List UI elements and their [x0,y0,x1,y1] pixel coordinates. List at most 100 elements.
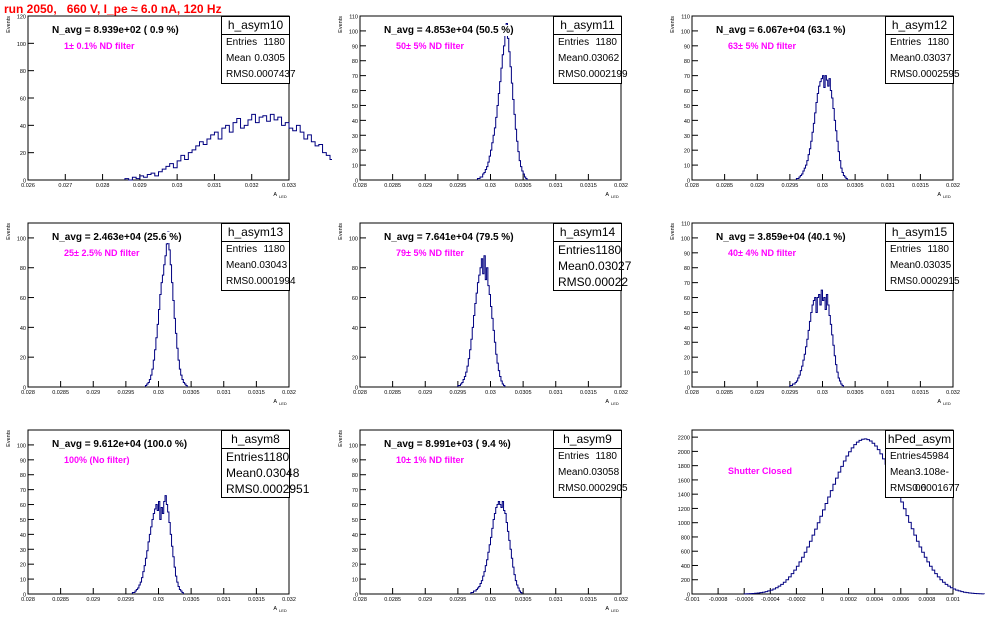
stats-row-entries: Entries 1180 [554,242,621,258]
x-tick-label: 0.0004 [866,597,883,603]
histogram-panel-h_asym14: 0 20 40 60 80 100 0.028 0.0285 0.029 0.0295 0.03 0.… [332,207,664,414]
y-tick-label: 50 [352,518,358,524]
stats-label-mean: Mean [558,259,589,273]
stats-box-title: h_asym13 [222,224,289,242]
stats-label-rms: RMS [558,275,585,289]
y-tick-label: 60 [352,296,358,302]
histogram-series [789,289,844,387]
stats-label-entries: Entries [890,451,922,462]
stats-row-rms: RMS 0.0007437 [222,67,296,83]
stats-value-mean: 3.108e-06 [915,467,949,494]
stats-label-entries: Entries [226,450,264,464]
y-tick-label: 60 [352,503,358,509]
filter-label: 100% (No filter) [64,455,130,465]
x-tick-label: -0.0002 [787,597,806,603]
histogram-panel-h_asym9: 0 10 20 30 40 50 60 70 80 90 100 0.028 0.0285 0.029 0.… [332,414,664,621]
histogram-plot: 0 200 400 600 800 1000 1200 1400 1600 1800 2000 220… [678,429,985,603]
stats-value-rms: 0.0001677 [912,483,960,494]
y-tick-label: 40 [352,326,358,332]
y-tick-label: 200 [681,578,690,584]
stats-label-rms: RMS [890,69,913,80]
stats-box: hPed_asym Entries 45984 Mean 3.108e-06 RMS 0.0… [885,430,960,498]
histogram-panel-h_asym12: 0 10 20 30 40 50 60 70 80 90 100 110 0.028 0.0285 0.02… [664,0,996,207]
stats-row-entries: Entries 1180 [554,35,621,51]
x-tick-label: 0.0305 [515,390,532,396]
x-tick-label: 0.0305 [515,183,532,189]
y-tick-label: 70 [20,488,26,494]
stats-label-mean: Mean [558,467,584,478]
histogram-series [743,438,985,595]
x-tick-label: 0.032 [245,183,259,189]
y-tick-label: 20 [684,356,690,362]
y-tick-label: 60 [20,503,26,509]
y-tick-label: 1400 [678,493,690,499]
histogram-plot: 0 10 20 30 40 50 60 70 80 90 100 0.028 0.0285 0.029 0.… [6,429,296,613]
n-avg-label: N_avg = 9.612e+04 (100.0 %) [52,439,188,450]
x-tick-label: 0.031 [549,390,563,396]
y-tick-label: 90 [684,251,690,257]
stats-row-entries: Entries 1180 [222,35,289,51]
stats-value-rms: 0.0002915 [912,276,960,287]
x-axis-label: A [605,399,609,405]
stats-box-title: h_asym9 [554,431,621,449]
x-tick-label: 0.031 [549,183,563,189]
stats-label-mean: Mean [890,467,916,478]
y-tick-label: 0 [355,386,358,392]
x-tick-label: 0.0006 [892,597,909,603]
stats-row-rms: RMS 0.0002595 [886,67,960,83]
stats-value-rms: 0.0002595 [912,69,960,80]
x-tick-label: 0.0305 [847,183,864,189]
y-tick-label: 10 [352,164,358,170]
x-tick-label: 0.0315 [248,390,265,396]
x-axis-label: A [273,606,277,612]
y-tick-label: 60 [20,97,26,103]
stats-label-mean: Mean [890,260,916,271]
y-tick-label: 100 [681,236,690,242]
filter-label: 40± 4% ND filter [728,248,796,258]
y-axis-label: Events [338,223,344,240]
x-tick-label: 0.031 [549,597,563,603]
stats-box-title: h_asym11 [554,17,621,35]
stats-value-entries: 1180 [595,451,617,462]
y-tick-label: 110 [681,15,690,21]
x-tick-label: 0.029 [418,390,432,396]
y-tick-label: 110 [349,15,358,21]
stats-label-rms: RMS [226,482,253,496]
x-tick-label: 0.0295 [781,183,798,189]
x-tick-label: 0.0285 [52,390,69,396]
x-axis-label-subscript: LED [943,401,951,406]
y-tick-label: 20 [352,563,358,569]
y-tick-label: 30 [352,548,358,554]
y-tick-label: 70 [684,74,690,80]
y-tick-label: 10 [684,371,690,377]
stats-box-title: h_asym12 [886,17,953,35]
x-tick-label: 0 [821,597,824,603]
y-axis-label: Events [338,430,344,447]
y-tick-label: 0 [687,386,690,392]
n-avg-label: N_avg = 7.641e+04 (79.5 %) [384,232,514,243]
stats-row-mean: Mean 0.03027 [554,258,631,274]
y-tick-label: 60 [352,89,358,95]
stats-label-rms: RMS [890,483,913,494]
stats-row-rms: RMS 0.0001994 [222,274,296,290]
x-tick-label: 0.031 [881,390,895,396]
stats-row-rms: RMS 0.0002915 [886,274,960,290]
y-tick-label: 90 [352,44,358,50]
x-tick-label: -0.0006 [735,597,754,603]
stats-label-entries: Entries [890,244,922,255]
y-tick-label: 40 [352,533,358,539]
stats-label-entries: Entries [558,243,596,257]
x-axis-label: A [605,606,609,612]
x-axis-label: A [605,192,609,198]
stats-value-mean: 0.03058 [583,467,620,478]
y-tick-label: 70 [684,281,690,287]
y-axis-label: Events [670,16,676,33]
stats-value-rms: 0.0001994 [248,276,296,287]
stats-label-mean: Mean [226,260,252,271]
stats-value-rms: 0.0002199 [580,69,628,80]
y-tick-label: 1000 [678,521,690,527]
stats-row-rms: RMS 0.0001677 [886,481,960,497]
stats-row-rms: RMS 0.0002905 [554,481,628,497]
histogram-series [457,255,506,387]
